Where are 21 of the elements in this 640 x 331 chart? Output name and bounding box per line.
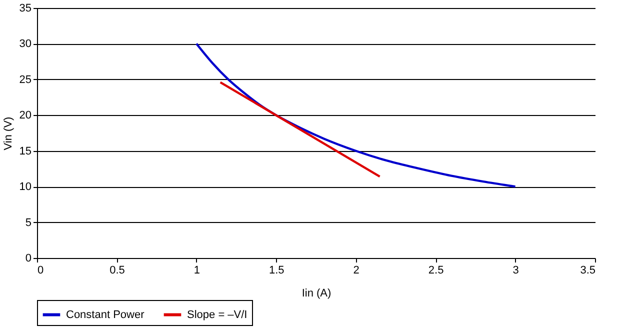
x-tick-label: 3.5 — [580, 264, 596, 276]
line-series — [195, 42, 516, 188]
x-tick-label: 1.5 — [268, 264, 284, 276]
y-tick-label: 35 — [19, 2, 32, 14]
legend-label: Slope = –V/I — [187, 308, 248, 321]
x-tick-label: 2 — [353, 264, 360, 276]
x-axis-title: Iin (A) — [302, 288, 332, 300]
legend-label: Constant Power — [66, 308, 145, 321]
x-tick-label: 0.5 — [110, 264, 125, 276]
y-tick-label: 30 — [19, 38, 32, 50]
x-tick-label: 3 — [512, 264, 519, 276]
y-tick-label: 10 — [19, 181, 32, 194]
x-tick-label: 2.5 — [428, 264, 444, 276]
y-axis-title: Vin (V) — [2, 116, 14, 150]
y-tick-label: 5 — [25, 216, 32, 229]
x-tick-label: 1 — [194, 264, 200, 276]
y-tick-label: 20 — [19, 110, 32, 122]
y-tick-label: 25 — [19, 74, 32, 86]
x-tick-label: 0 — [38, 264, 44, 276]
y-tick-label: 15 — [19, 145, 32, 158]
y-tick-label: 0 — [25, 252, 32, 264]
